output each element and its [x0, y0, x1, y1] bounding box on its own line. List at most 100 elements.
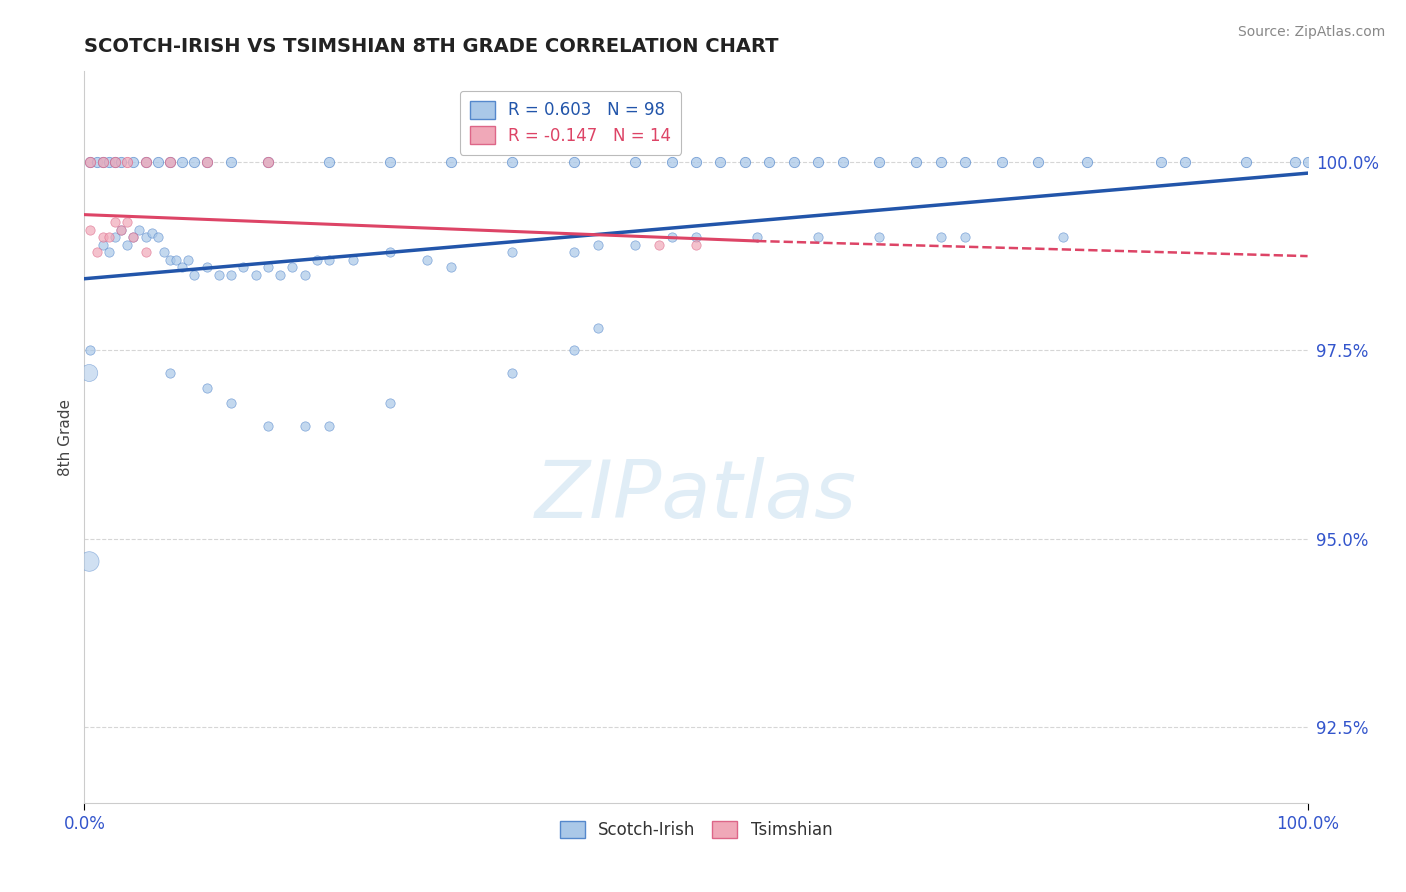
Point — [586, 237, 609, 252]
Point — [624, 237, 647, 252]
Point — [77, 554, 100, 568]
Point — [110, 223, 132, 237]
Point — [1174, 154, 1197, 169]
Point — [318, 418, 340, 433]
Point — [115, 215, 138, 229]
Point — [1028, 154, 1050, 169]
Point — [91, 154, 114, 169]
Point — [416, 252, 439, 267]
Point — [135, 154, 157, 169]
Point — [624, 154, 647, 169]
Point — [661, 230, 683, 244]
Point — [159, 252, 181, 267]
Point — [104, 154, 127, 169]
Point — [159, 154, 181, 169]
Point — [79, 343, 101, 358]
Point — [97, 230, 120, 244]
Point — [1150, 154, 1173, 169]
Point — [146, 230, 169, 244]
Point — [734, 154, 756, 169]
Point — [79, 154, 101, 169]
Point — [440, 154, 463, 169]
Point — [219, 268, 242, 282]
Point — [219, 396, 242, 410]
Point — [232, 260, 254, 275]
Point — [305, 252, 328, 267]
Point — [318, 154, 340, 169]
Point — [685, 154, 707, 169]
Point — [104, 154, 127, 169]
Point — [122, 230, 145, 244]
Point — [104, 215, 127, 229]
Point — [281, 260, 304, 275]
Point — [758, 154, 780, 169]
Point — [502, 366, 524, 380]
Point — [245, 268, 267, 282]
Point — [135, 245, 157, 260]
Point — [807, 154, 830, 169]
Point — [586, 320, 609, 334]
Point — [869, 154, 891, 169]
Point — [110, 223, 132, 237]
Point — [1052, 230, 1074, 244]
Point — [183, 268, 205, 282]
Point — [195, 260, 218, 275]
Point — [1236, 154, 1258, 169]
Point — [172, 260, 194, 275]
Point — [1296, 154, 1319, 169]
Point — [440, 260, 463, 275]
Point — [257, 260, 280, 275]
Point — [195, 381, 218, 395]
Point — [97, 154, 120, 169]
Point — [115, 237, 138, 252]
Point — [91, 154, 114, 169]
Point — [502, 245, 524, 260]
Point — [104, 230, 127, 244]
Point — [685, 237, 707, 252]
Point — [929, 230, 952, 244]
Point — [562, 245, 585, 260]
Point — [159, 154, 181, 169]
Point — [135, 154, 157, 169]
Point — [146, 154, 169, 169]
Point — [929, 154, 952, 169]
Point — [380, 245, 402, 260]
Point — [91, 230, 114, 244]
Point — [141, 227, 163, 241]
Point — [991, 154, 1014, 169]
Text: Source: ZipAtlas.com: Source: ZipAtlas.com — [1237, 25, 1385, 39]
Point — [195, 154, 218, 169]
Point — [177, 252, 200, 267]
Point — [685, 230, 707, 244]
Point — [747, 230, 769, 244]
Point — [79, 154, 101, 169]
Point — [77, 366, 100, 380]
Point — [342, 252, 364, 267]
Point — [294, 268, 316, 282]
Point — [79, 223, 101, 237]
Point — [86, 245, 108, 260]
Point — [562, 343, 585, 358]
Point — [110, 154, 132, 169]
Point — [807, 230, 830, 244]
Y-axis label: 8th Grade: 8th Grade — [58, 399, 73, 475]
Point — [905, 154, 928, 169]
Point — [502, 154, 524, 169]
Point — [562, 154, 585, 169]
Point — [208, 268, 231, 282]
Point — [648, 237, 671, 252]
Point — [709, 154, 731, 169]
Point — [122, 230, 145, 244]
Point — [953, 230, 976, 244]
Point — [783, 154, 806, 169]
Point — [128, 223, 150, 237]
Point — [115, 154, 138, 169]
Point — [257, 418, 280, 433]
Point — [91, 237, 114, 252]
Point — [661, 154, 683, 169]
Text: ZIPatlas: ZIPatlas — [534, 457, 858, 534]
Point — [122, 154, 145, 169]
Point — [165, 252, 187, 267]
Point — [257, 154, 280, 169]
Point — [153, 245, 176, 260]
